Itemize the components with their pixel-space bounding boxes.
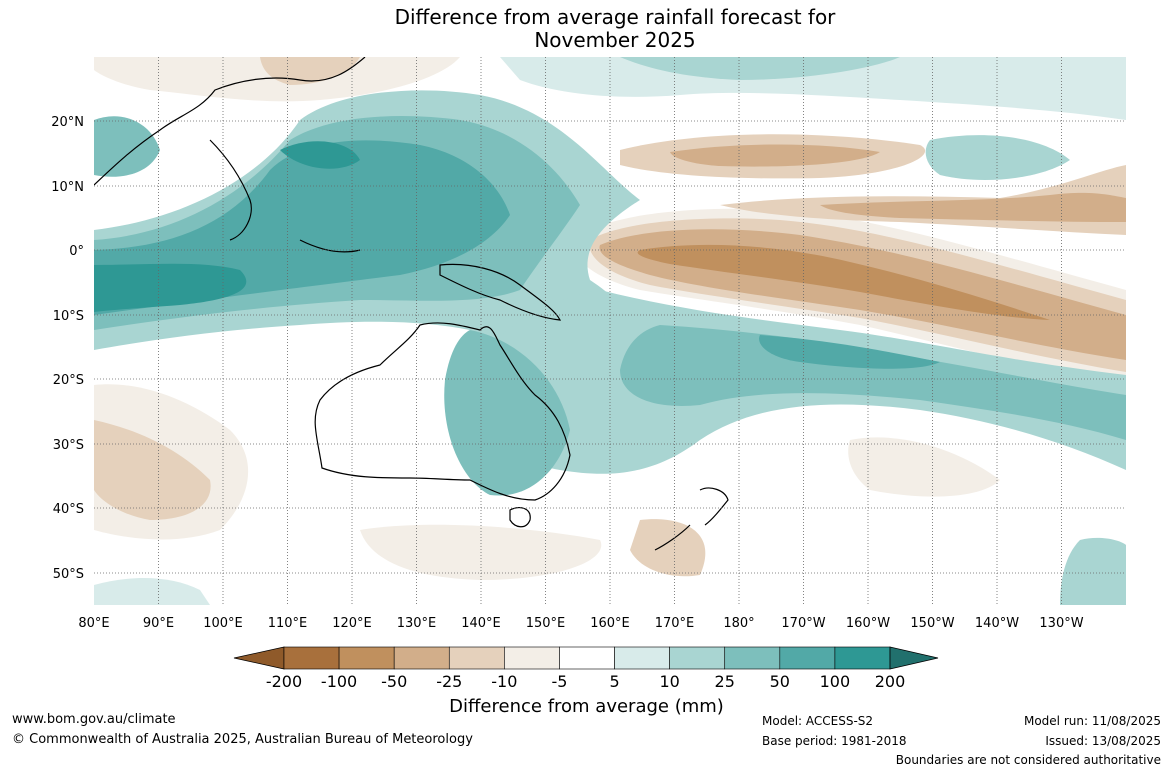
rainfall-anomaly-field <box>94 57 1126 605</box>
base-period: Base period: 1981-2018 <box>762 734 907 748</box>
new-guinea-coastline <box>439 263 562 321</box>
colorbar-level-label: -50 <box>381 672 407 691</box>
colorbar-level-label: 100 <box>820 672 851 691</box>
colorbar-level-label: 25 <box>715 672 735 691</box>
colorbar-level-label: 5 <box>609 672 619 691</box>
map-title-line2: November 2025 <box>534 28 696 52</box>
model-run-date: Model run: 11/08/2025 <box>1023 714 1161 728</box>
colorbar-level-label: -5 <box>551 672 567 691</box>
longitude-labels: 80°E 90°E 100°E 110°E 120°E 130°E 140°E … <box>78 616 1083 631</box>
asia-coastline <box>94 57 366 253</box>
colorbar-segment <box>669 646 726 670</box>
lat-label: 30°S <box>53 438 84 453</box>
lon-label: 130°W <box>1039 616 1083 631</box>
issued-date: Issued: 13/08/2025 <box>1045 734 1161 748</box>
dry-anomaly-pacific <box>574 134 1126 385</box>
lon-label: 140°E <box>461 616 501 631</box>
lat-label: 20°N <box>51 115 84 130</box>
lon-label: 130°E <box>397 616 437 631</box>
lat-label: 50°S <box>53 567 84 582</box>
colorbar-level-label: 10 <box>659 672 679 691</box>
colorbar: -200 -100 -50 -25 -10 -5 5 10 25 50 100 200 <box>233 646 939 691</box>
australia-coastline <box>314 322 571 501</box>
colorbar-segment <box>338 646 395 670</box>
lon-label: 150°E <box>526 616 566 631</box>
lon-label: 100°E <box>203 616 243 631</box>
colorbar-segment <box>393 646 450 670</box>
colorbar-segment <box>559 646 615 670</box>
lon-label: 160°W <box>846 616 890 631</box>
copyright-text: © Commonwealth of Australia 2025, Austra… <box>12 732 473 747</box>
latitude-labels: 20°N 10°N 0° 10°S 20°S 30°S 40°S 50°S <box>51 115 84 582</box>
lon-label: 80°E <box>78 616 109 631</box>
colorbar-level-label: -25 <box>436 672 462 691</box>
lon-label: 150°W <box>910 616 954 631</box>
colorbar-segment <box>779 646 836 670</box>
colorbar-title: Difference from average (mm) <box>449 696 724 717</box>
lon-label: 160°E <box>590 616 630 631</box>
colorbar-segment <box>614 646 670 670</box>
model-name: Model: ACCESS-S2 <box>762 714 874 728</box>
lat-label: 10°S <box>53 309 84 324</box>
lon-label: 140°W <box>975 616 1019 631</box>
colorbar-high-extend <box>889 646 939 670</box>
colorbar-level-label: -200 <box>266 672 302 691</box>
website-link[interactable]: www.bom.gov.au/climate <box>12 712 176 727</box>
colorbar-segment <box>283 646 340 670</box>
lon-label: 90°E <box>143 616 174 631</box>
colorbar-segment <box>834 646 891 670</box>
lon-label: 170°W <box>781 616 825 631</box>
lon-label: 180° <box>723 616 754 631</box>
lat-label: 0° <box>69 244 84 259</box>
colorbar-level-label: 200 <box>875 672 906 691</box>
tasmania-coastline <box>509 507 531 528</box>
lat-label: 40°S <box>53 502 84 517</box>
colorbar-level-label: -10 <box>491 672 517 691</box>
lat-label: 20°S <box>53 373 84 388</box>
new-zealand-coastline <box>654 487 729 551</box>
wet-anomaly-north-pacific <box>94 57 1126 605</box>
map-gridlines <box>94 57 1126 605</box>
lat-label: 10°N <box>51 180 84 195</box>
wet-anomaly-spcz <box>444 290 1126 496</box>
lon-label: 170°E <box>655 616 695 631</box>
lon-label: 110°E <box>268 616 308 631</box>
lon-label: 120°E <box>332 616 372 631</box>
colorbar-level-label: 50 <box>770 672 790 691</box>
colorbar-segment <box>504 646 560 670</box>
dry-anomaly-south <box>94 57 1000 580</box>
wet-anomaly-maritime <box>94 90 640 353</box>
colorbar-segment <box>448 646 505 670</box>
map-title-line1: Difference from average rainfall forecas… <box>394 5 836 29</box>
colorbar-segment <box>724 646 781 670</box>
boundaries-disclaimer: Boundaries are not considered authoritat… <box>895 753 1161 767</box>
colorbar-level-label: -100 <box>321 672 357 691</box>
colorbar-low-extend <box>233 646 285 670</box>
